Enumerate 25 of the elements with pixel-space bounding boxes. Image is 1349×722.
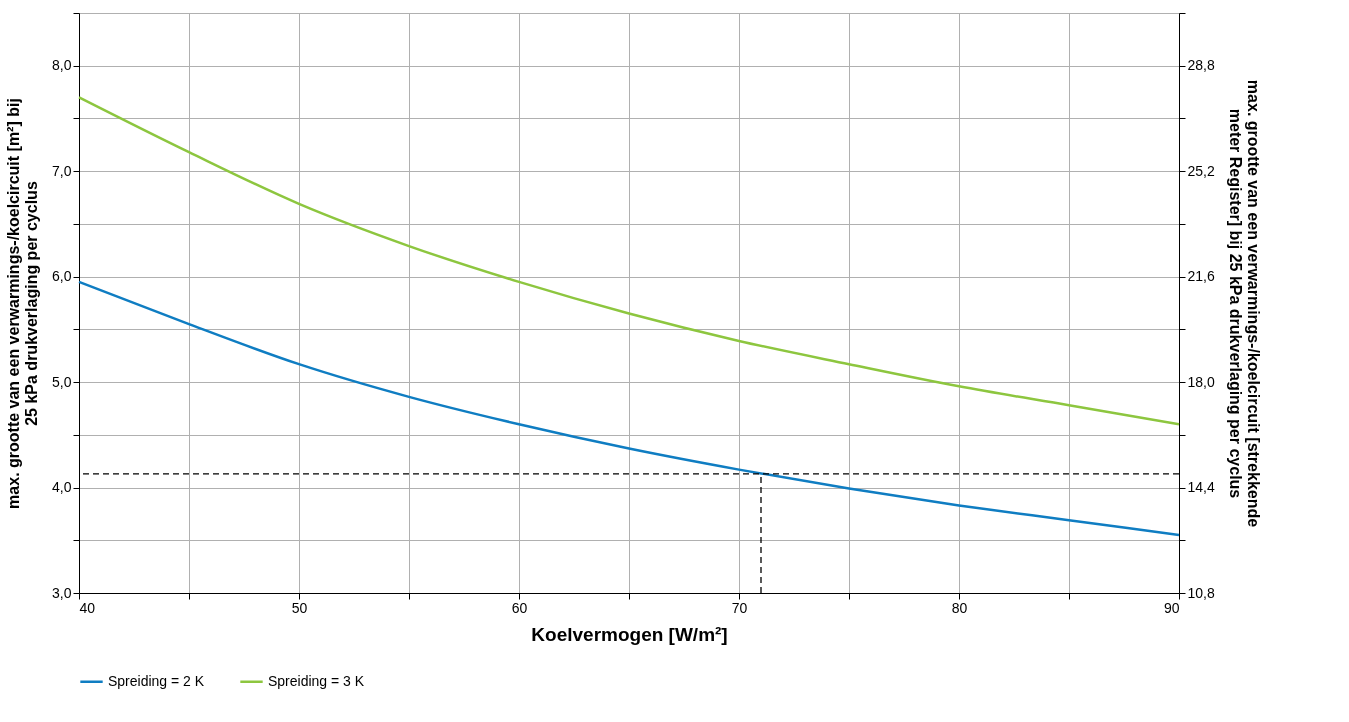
y2-axis-title: max. grootte van een verwarmings-/koelcircuit [strekkende meter Register] bij 25 kPa drukverlaging per cyclus (1226, 79, 1262, 528)
y-tick-label: 7,0 (52, 162, 72, 179)
y-axis-title: max. grootte van een verwarmings-/koelcircuit [m²] bij 25 kPa drukverlaging per cyclus (5, 98, 41, 509)
x-tick-label: 70 (731, 599, 748, 616)
x-axis-title: Koelvermogen [W/m²] (531, 623, 728, 645)
line-series (77, 280, 1181, 537)
y2-tick-label: 28,8 (1187, 57, 1215, 74)
y-tick-label: 4,0 (52, 479, 72, 496)
x-tick-label: 40 (79, 599, 96, 616)
y-tick-label: 5,0 (52, 373, 72, 390)
line-series (77, 96, 1181, 426)
y-tick-label: 3,0 (52, 584, 72, 601)
y2-tick-label: 10,8 (1187, 584, 1215, 601)
x-tick-label: 50 (291, 599, 308, 616)
y2-tick-label: 18,0 (1187, 373, 1215, 390)
x-tick-label: 90 (1163, 599, 1180, 616)
y2-tick-label: 21,6 (1187, 268, 1215, 285)
y-tick-label: 6,0 (52, 268, 72, 285)
y-tick-label: 8,0 (52, 57, 72, 74)
y2-tick-label: 14,4 (1187, 479, 1215, 496)
x-tick-label: 60 (511, 599, 528, 616)
y2-tick-label: 25,2 (1187, 162, 1215, 179)
x-tick-label: 80 (951, 599, 968, 616)
legend-label: Spreiding = 3 K (268, 672, 365, 689)
legend-label: Spreiding = 2 K (108, 672, 205, 689)
